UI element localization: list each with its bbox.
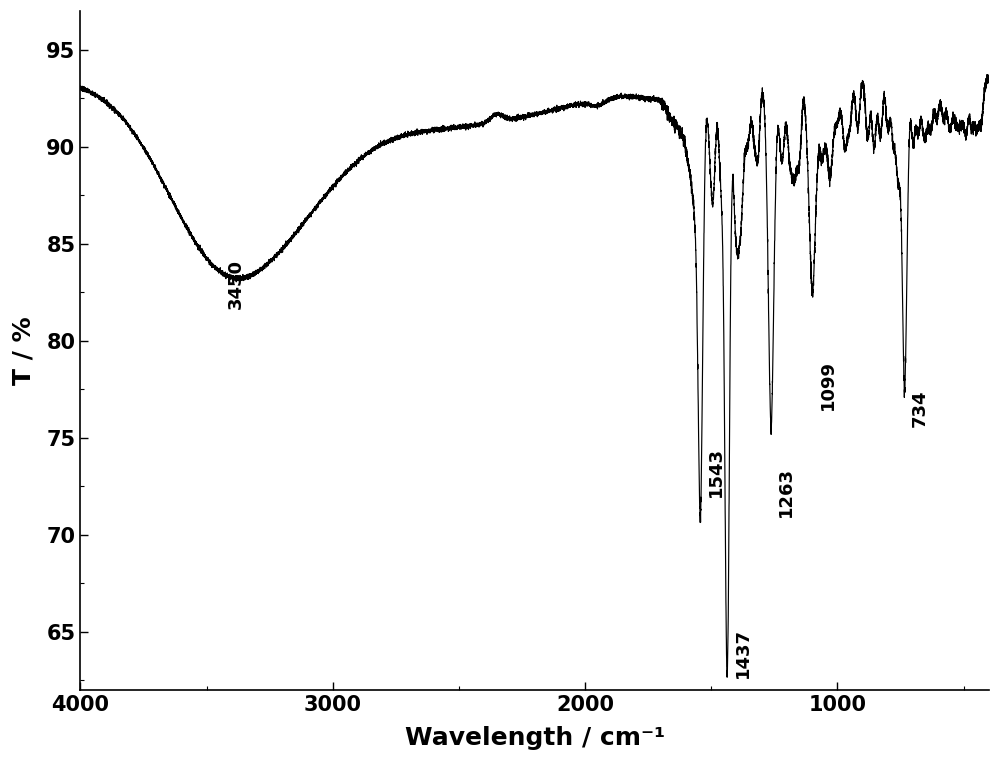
Text: 1263: 1263 <box>777 467 795 517</box>
Y-axis label: T / %: T / % <box>11 317 35 385</box>
Text: 1543: 1543 <box>707 447 725 498</box>
Text: 1437: 1437 <box>733 628 751 678</box>
Text: 3450: 3450 <box>227 260 245 310</box>
X-axis label: Wavelength / cm⁻¹: Wavelength / cm⁻¹ <box>405 726 665 750</box>
Text: 734: 734 <box>911 390 929 427</box>
Text: 1099: 1099 <box>819 360 837 410</box>
